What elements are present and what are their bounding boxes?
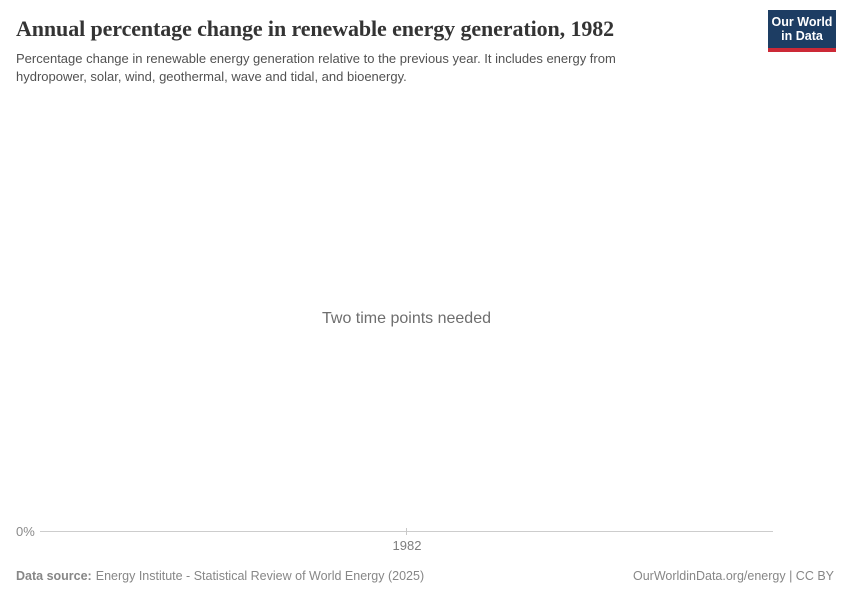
chart-subtitle: Percentage change in renewable energy ge… — [16, 50, 616, 85]
owid-logo-line-2: in Data — [781, 29, 823, 43]
chart-subtitle-line-2: hydropower, solar, wind, geothermal, wav… — [16, 68, 407, 84]
empty-state-message: Two time points needed — [322, 310, 491, 327]
owid-logo[interactable]: Our World in Data — [768, 10, 836, 52]
data-source-label: Data source: — [16, 569, 92, 583]
data-source-link[interactable]: Energy Institute - Statistical Review of… — [95, 569, 425, 583]
chart-footer: Data source: Energy Institute - Statistic… — [16, 568, 834, 584]
chart-title: Annual percentage change in renewable en… — [16, 16, 615, 41]
owid-logo-line-1: Our World — [771, 14, 833, 29]
y-axis-tick-label: 0% — [16, 524, 35, 539]
attribution-link[interactable]: OurWorldinData.org/energy | CC BY — [632, 569, 834, 583]
x-axis-tick-mark — [406, 528, 407, 535]
chart-subtitle-line-1: Percentage change in renewable energy ge… — [16, 51, 616, 66]
data-source: Data source: Energy Institute - Statistic… — [16, 568, 424, 584]
x-axis-tick-label: 1982 — [392, 538, 422, 553]
